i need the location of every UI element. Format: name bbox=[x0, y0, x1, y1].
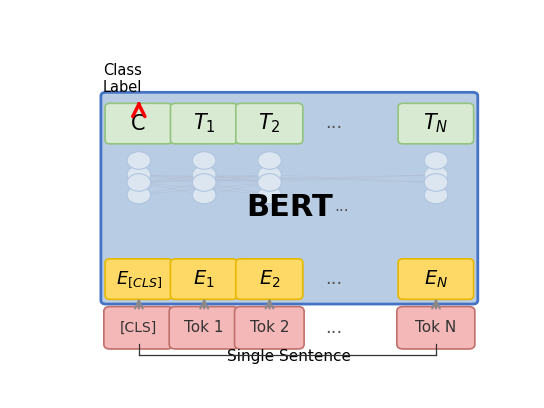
FancyBboxPatch shape bbox=[104, 306, 174, 349]
FancyBboxPatch shape bbox=[170, 259, 238, 299]
Circle shape bbox=[193, 174, 216, 191]
Text: ...: ... bbox=[325, 270, 342, 288]
FancyBboxPatch shape bbox=[105, 103, 172, 144]
Text: $E_{2}$: $E_{2}$ bbox=[258, 268, 280, 290]
Text: Tok 2: Tok 2 bbox=[250, 320, 289, 335]
Text: Tok N: Tok N bbox=[415, 320, 456, 335]
FancyBboxPatch shape bbox=[398, 259, 474, 299]
FancyBboxPatch shape bbox=[101, 92, 478, 304]
FancyBboxPatch shape bbox=[234, 306, 304, 349]
Circle shape bbox=[193, 186, 216, 204]
Text: Tok 1: Tok 1 bbox=[184, 320, 224, 335]
FancyBboxPatch shape bbox=[105, 259, 172, 299]
Text: $E_{N}$: $E_{N}$ bbox=[424, 268, 448, 290]
Text: Single Sentence: Single Sentence bbox=[227, 349, 351, 364]
Circle shape bbox=[127, 152, 151, 169]
Circle shape bbox=[258, 152, 281, 169]
Text: $T_{2}$: $T_{2}$ bbox=[258, 112, 281, 135]
Text: $T_{1}$: $T_{1}$ bbox=[193, 112, 215, 135]
Text: $T_{N}$: $T_{N}$ bbox=[423, 112, 448, 135]
Text: BERT: BERT bbox=[246, 193, 333, 222]
Circle shape bbox=[424, 166, 448, 184]
Circle shape bbox=[193, 166, 216, 184]
Text: ...: ... bbox=[325, 114, 342, 133]
FancyBboxPatch shape bbox=[397, 306, 475, 349]
Circle shape bbox=[424, 186, 448, 204]
Text: ...: ... bbox=[325, 319, 342, 337]
Circle shape bbox=[424, 152, 448, 169]
Circle shape bbox=[258, 174, 281, 191]
Text: $E_{[CLS]}$: $E_{[CLS]}$ bbox=[115, 269, 162, 289]
FancyBboxPatch shape bbox=[398, 103, 474, 144]
Circle shape bbox=[424, 174, 448, 191]
Circle shape bbox=[193, 152, 216, 169]
Text: C: C bbox=[131, 113, 146, 133]
Text: ...: ... bbox=[335, 199, 349, 213]
FancyBboxPatch shape bbox=[169, 306, 239, 349]
Circle shape bbox=[127, 186, 151, 204]
Text: [CLS]: [CLS] bbox=[120, 321, 157, 335]
FancyBboxPatch shape bbox=[236, 103, 303, 144]
Circle shape bbox=[127, 174, 151, 191]
Text: Class
Label: Class Label bbox=[103, 62, 143, 95]
FancyBboxPatch shape bbox=[170, 103, 238, 144]
Circle shape bbox=[127, 166, 151, 184]
FancyBboxPatch shape bbox=[236, 259, 303, 299]
Circle shape bbox=[258, 166, 281, 184]
Circle shape bbox=[258, 186, 281, 204]
Text: $E_{1}$: $E_{1}$ bbox=[193, 268, 215, 290]
